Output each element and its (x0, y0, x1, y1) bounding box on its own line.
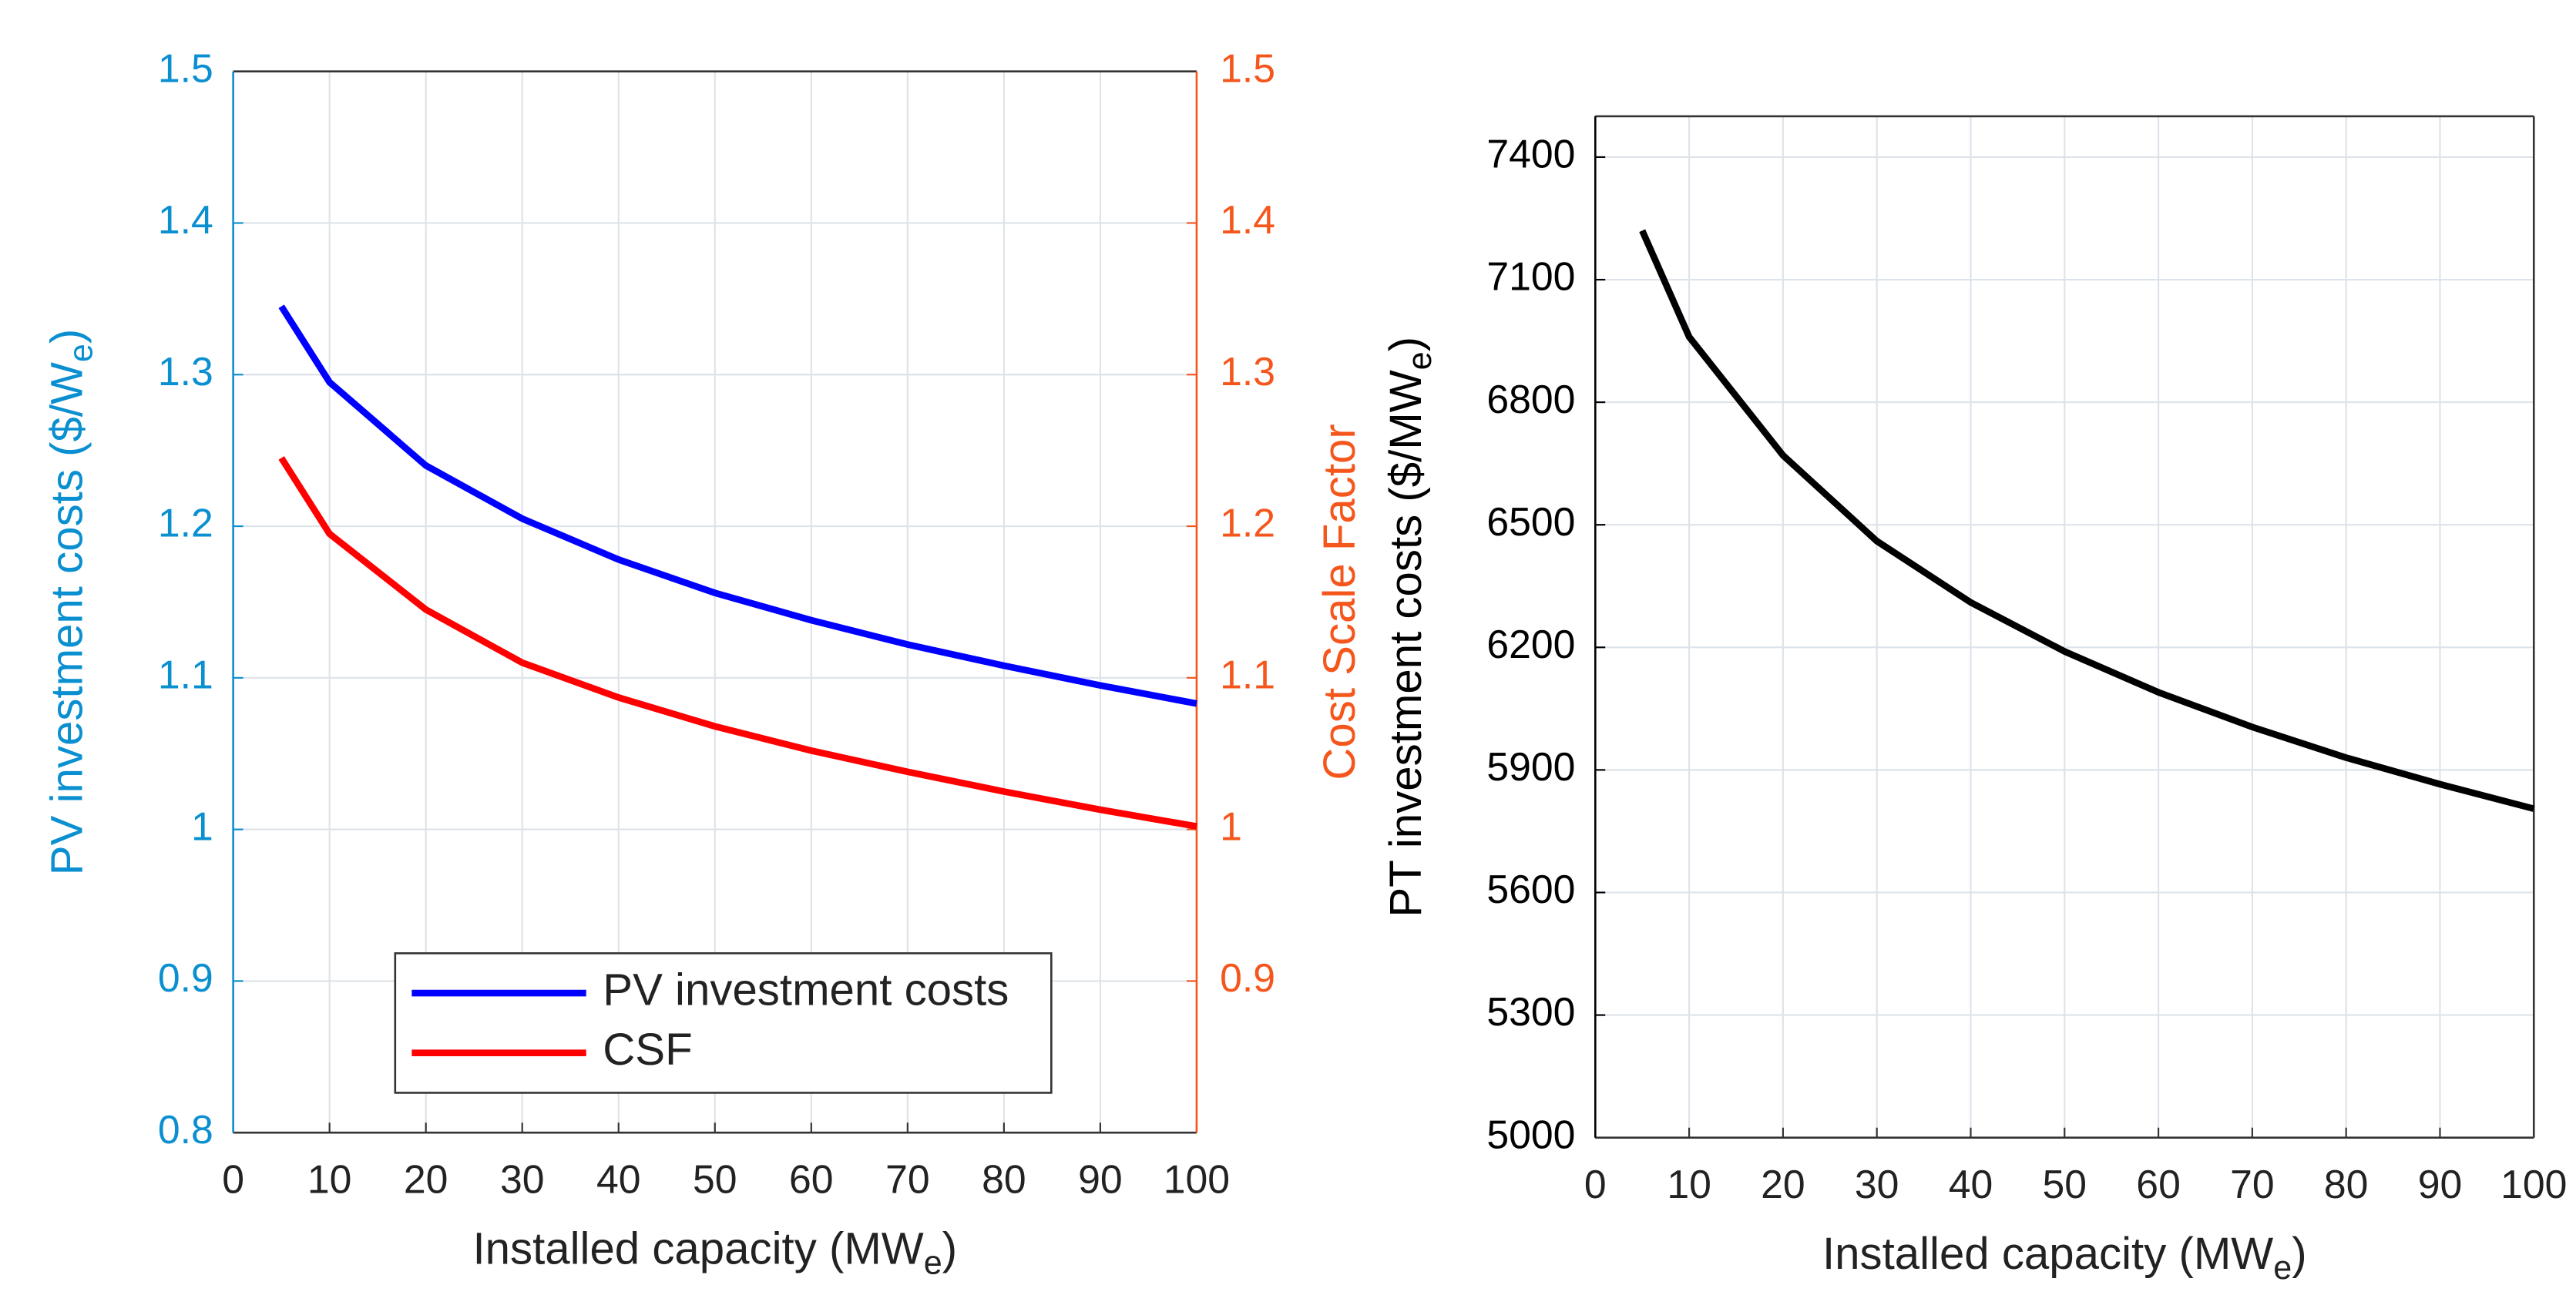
y-tick-label: 1 (191, 804, 213, 848)
y-axis-label-sub: e (63, 344, 100, 362)
x-tick-label: 0 (222, 1157, 244, 1202)
x-tick-label: 50 (2043, 1162, 2087, 1206)
line (278, 456, 1197, 830)
y-tick-label: 6200 (1486, 622, 1575, 666)
x-tick-label: 20 (404, 1157, 448, 1202)
x-tick-label: 90 (1078, 1157, 1123, 1202)
y-tick-label: 1.5 (158, 45, 213, 90)
legend-label: CSF (603, 1025, 692, 1075)
x-tick-label: 0 (1584, 1162, 1607, 1206)
x-tick-label: 80 (2324, 1162, 2369, 1206)
y2-tick-label: 1.5 (1220, 45, 1275, 90)
x-tick-label: 60 (789, 1157, 834, 1202)
y-tick-label: 0.8 (158, 1107, 213, 1152)
y-tick-label: 5300 (1486, 989, 1575, 1034)
x-tick-label: 30 (1855, 1162, 1899, 1206)
y-tick-label: 1.3 (158, 349, 213, 394)
x-tick-label: 10 (307, 1157, 352, 1202)
x-tick-label: 100 (1164, 1157, 1230, 1202)
x-tick-label: 10 (1667, 1162, 1711, 1206)
y2-tick-label: 1 (1220, 804, 1242, 848)
y2-tick-label: 1.1 (1220, 653, 1275, 697)
x-axis-label-part: Installed capacity (MW (1822, 1229, 2273, 1279)
x-tick-label: 100 (2500, 1162, 2567, 1206)
x-tick-label: 70 (885, 1157, 930, 1202)
y2-tick-label: 1.2 (1220, 501, 1275, 545)
x-tick-label: 20 (1761, 1162, 1805, 1206)
y2-tick-label: 0.9 (1220, 955, 1275, 1000)
x-tick-label: 70 (2230, 1162, 2275, 1206)
x-axis-label-part: Installed capacity (MW (472, 1224, 923, 1274)
y-axis-label-part: ) (42, 329, 92, 344)
y2-tick-label: 1.4 (1220, 197, 1275, 242)
x-tick-label: 40 (1949, 1162, 1993, 1206)
x-axis-label-sub: e (924, 1245, 942, 1282)
x-tick-label: 90 (2418, 1162, 2463, 1206)
legend-label: PV investment costs (603, 965, 1009, 1015)
y-tick-label: 1.1 (158, 653, 213, 697)
y-axis-label-part: ) (1381, 337, 1431, 351)
y-axis-label: PV investment costs ($/We) (42, 329, 100, 876)
x-axis-label: Installed capacity (MWe) (472, 1224, 957, 1282)
y-tick-label: 6500 (1486, 499, 1575, 544)
y-tick-label: 0.9 (158, 955, 213, 1000)
x-tick-label: 80 (982, 1157, 1026, 1202)
x-axis-label-sub: e (2273, 1250, 2292, 1287)
y-axis-label: PT investment costs ($/MWe) (1381, 337, 1439, 918)
y-tick-label: 5000 (1486, 1112, 1575, 1156)
y-axis-label-sub: e (1402, 351, 1439, 370)
x-axis-label-part: ) (942, 1224, 957, 1274)
y-tick-label: 1.2 (158, 501, 213, 545)
y-tick-label: 7400 (1486, 132, 1575, 176)
x-tick-label: 50 (693, 1157, 737, 1202)
y-tick-label: 6800 (1486, 377, 1575, 421)
y-tick-label: 5600 (1486, 867, 1575, 911)
x-tick-label: 60 (2136, 1162, 2181, 1206)
y2-tick-label: 1.3 (1220, 349, 1275, 394)
y2-axis-label: Cost Scale Factor (1315, 424, 1365, 780)
legend-box (394, 952, 1053, 1094)
y-axis-label-part: PV investment costs ($/W (42, 362, 92, 875)
y-tick-label: 7100 (1486, 254, 1575, 299)
y-tick-label: 5900 (1486, 744, 1575, 789)
x-axis-label-part: ) (2292, 1229, 2306, 1279)
x-axis-label: Installed capacity (MWe) (1822, 1229, 2307, 1287)
y-axis-label-part: PT investment costs ($/MW (1381, 370, 1431, 917)
y-tick-label: 1.4 (158, 197, 213, 242)
x-tick-label: 30 (500, 1157, 545, 1202)
line (278, 304, 1197, 707)
line (1639, 229, 2535, 812)
x-tick-label: 40 (596, 1157, 641, 1202)
